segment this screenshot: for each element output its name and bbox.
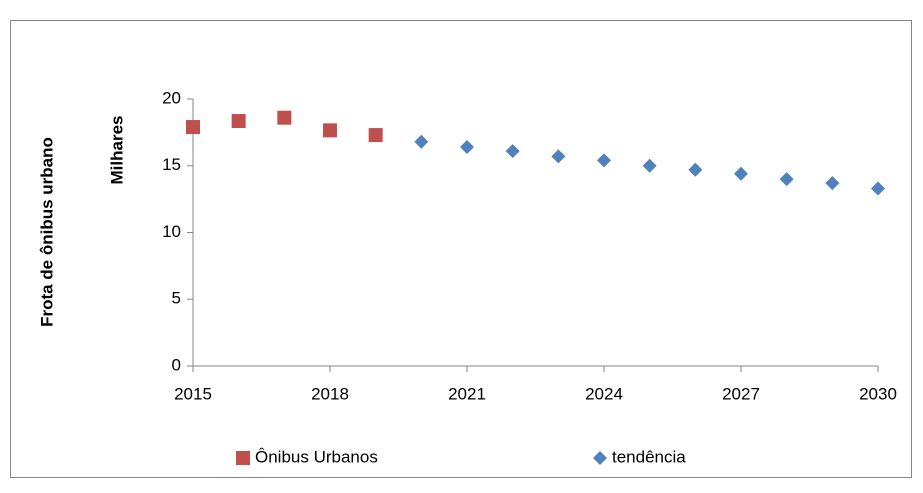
point (734, 166, 748, 181)
x-tick-label: 2021 (448, 384, 486, 403)
point (825, 176, 840, 191)
point (460, 140, 474, 155)
point (688, 162, 703, 177)
point (871, 181, 885, 196)
chart-border (10, 20, 912, 478)
point (505, 144, 520, 159)
point (597, 153, 611, 168)
legend-label: tendência (612, 447, 686, 466)
point (368, 128, 383, 143)
point (779, 172, 794, 187)
point (551, 149, 566, 164)
legend-marker (236, 451, 250, 465)
x-tick-label: 2027 (722, 384, 760, 403)
y-tick-label: 20 (162, 88, 181, 107)
y-tick-label: 10 (162, 222, 181, 241)
y-axis-unit: Milhares (107, 116, 126, 185)
point (186, 120, 200, 135)
y-tick-label: 5 (172, 289, 181, 308)
point (642, 158, 657, 173)
x-tick-label: 2015 (174, 384, 212, 403)
legend-label: Ônibus Urbanos (255, 447, 378, 466)
point (231, 114, 246, 129)
legend-marker (593, 451, 607, 465)
x-tick-label: 2018 (311, 384, 349, 403)
y-axis-label: Frota de ônibus urbano (37, 137, 56, 327)
x-tick-label: 2024 (585, 384, 623, 403)
x-tick-label: 2030 (859, 384, 897, 403)
y-tick-label: 0 (172, 355, 181, 374)
point (277, 110, 292, 125)
point (323, 123, 337, 138)
y-tick-label: 15 (162, 155, 181, 174)
point (414, 134, 429, 149)
